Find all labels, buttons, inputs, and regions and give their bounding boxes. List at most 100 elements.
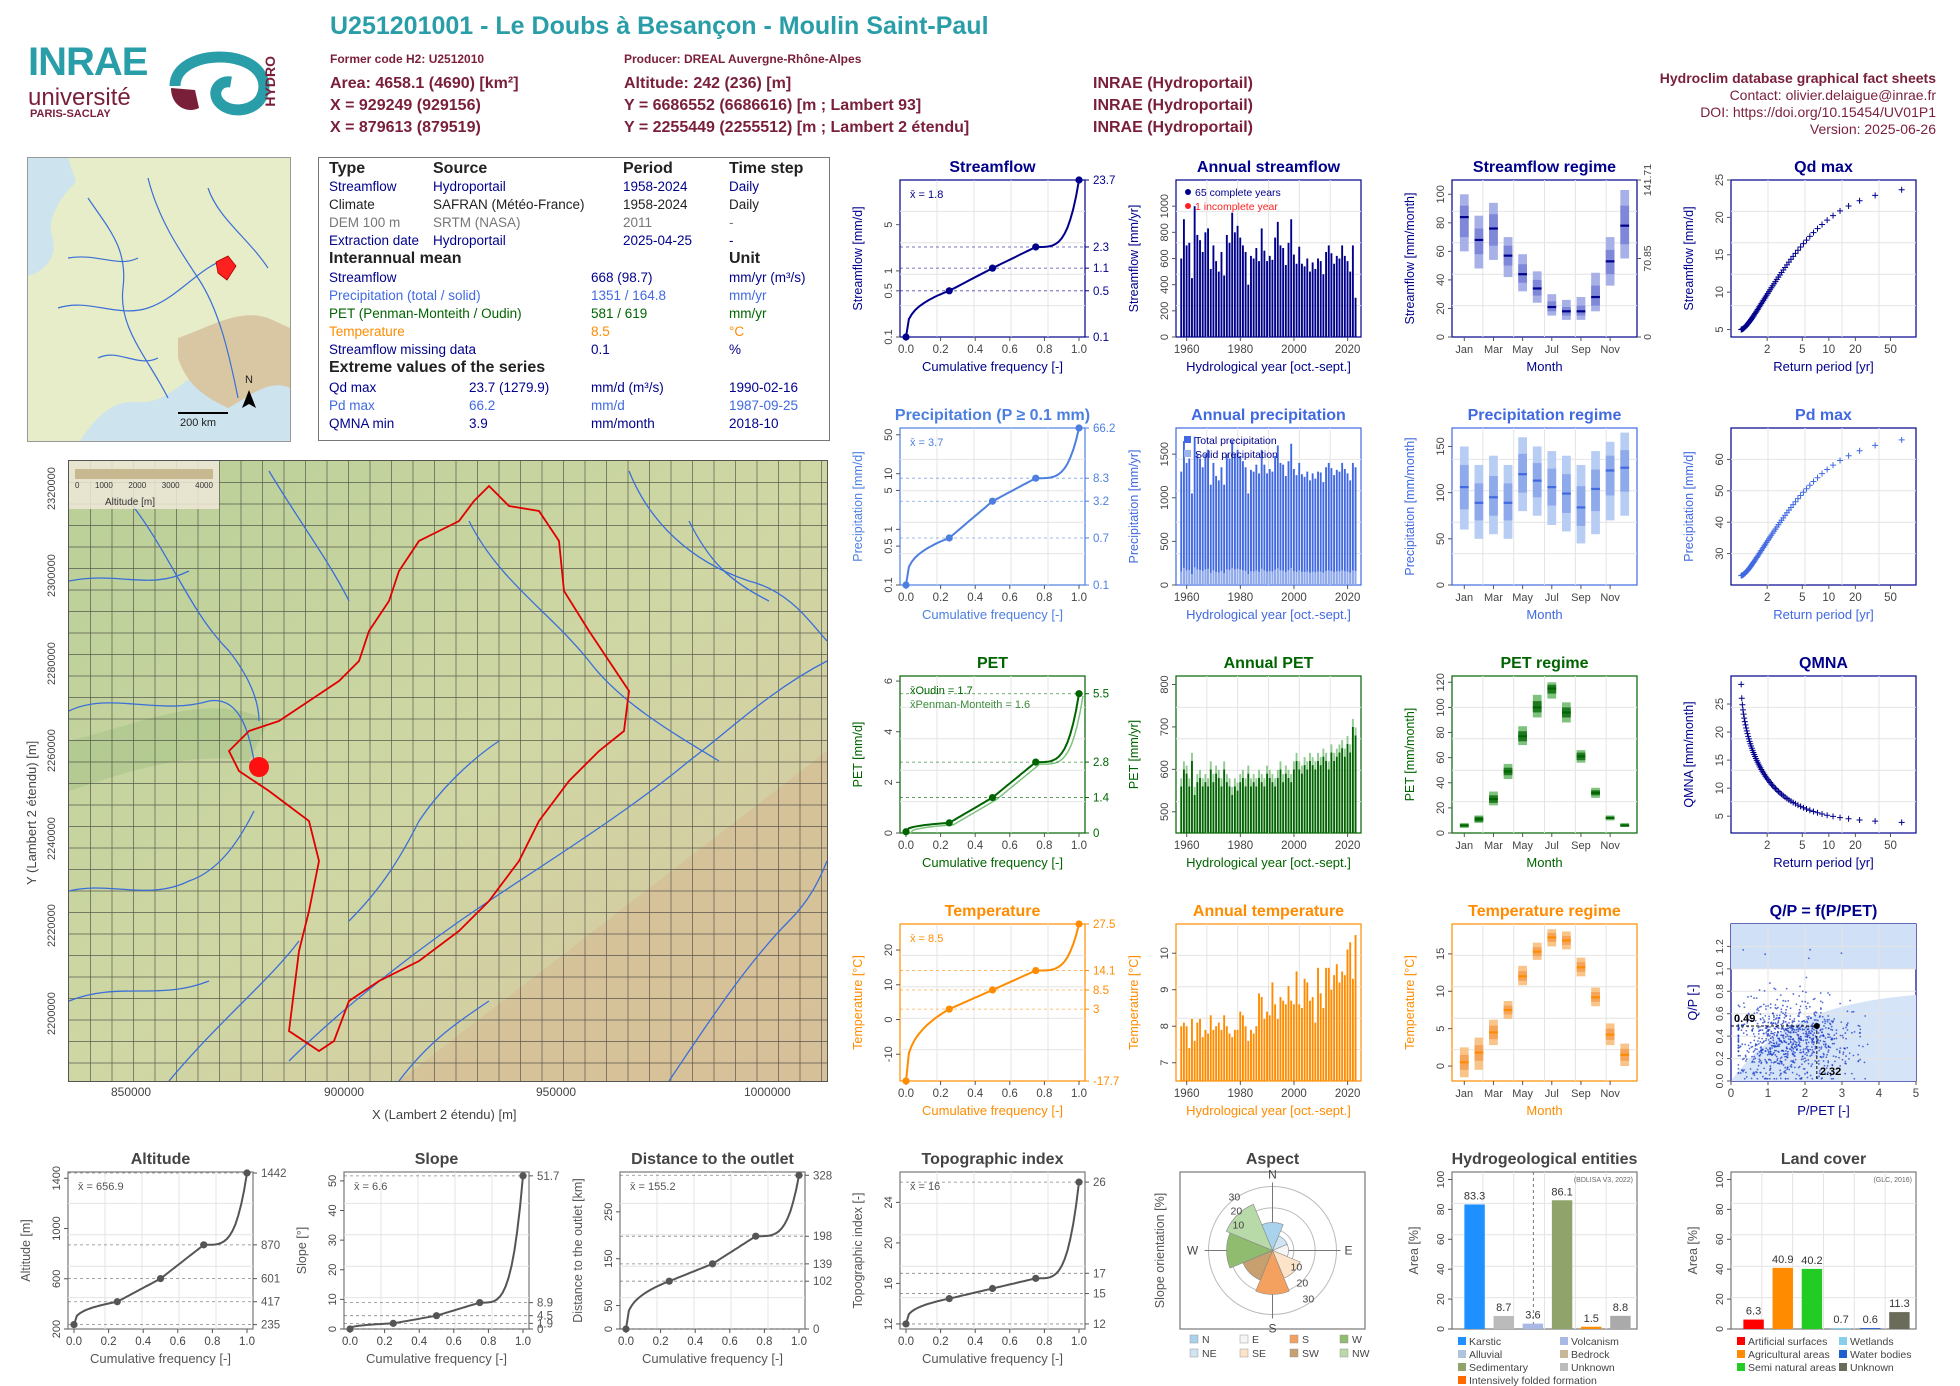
qp-point: [1758, 1029, 1761, 1032]
plot-frame: [67, 1171, 254, 1330]
mean-pet-value: 581 / 619: [591, 306, 648, 321]
annual-bar: [1225, 782, 1228, 833]
y-axis-label: Streamflow [mm/d]: [1682, 206, 1696, 310]
x-tick-label: 2: [1764, 344, 1770, 356]
qp-point: [1828, 1046, 1830, 1049]
annual-bar: [1346, 261, 1349, 337]
annual-bar-secondary: [1241, 769, 1244, 778]
annual-bar: [1260, 997, 1263, 1081]
annual-bar: [1309, 480, 1311, 585]
annual-bar: [1258, 473, 1260, 585]
pdmax-date: 1987-09-25: [729, 398, 799, 413]
qp-point: [1793, 1018, 1796, 1020]
qp-point: [1814, 1046, 1817, 1049]
y-axis-label: Precipitation [mm/month]: [1403, 437, 1417, 575]
qp-point: [1783, 1039, 1785, 1042]
qp-point: [1789, 1038, 1792, 1041]
qp-point: [1772, 1039, 1775, 1042]
annual-bar: [1341, 748, 1344, 833]
qp-point: [1759, 1046, 1762, 1049]
qp-point: [1773, 1016, 1775, 1019]
category-bar: [1522, 1323, 1544, 1329]
qp-point: [1805, 1007, 1808, 1010]
y-tick-label: 20: [883, 1237, 895, 1249]
quantile-label: 17: [1093, 1268, 1106, 1280]
x-tick-label: Nov: [1600, 1088, 1620, 1100]
qp-point: [1789, 1015, 1792, 1017]
annual-bar: [1199, 240, 1201, 337]
qp-point: [1807, 1032, 1810, 1035]
annual-bar-secondary: [1217, 769, 1220, 778]
qp-point: [1842, 1053, 1845, 1056]
qp-point: [1813, 1041, 1815, 1044]
qp-point: [1800, 1058, 1803, 1061]
qp-point: [1805, 976, 1808, 979]
legend-tick: 4000: [195, 481, 213, 490]
qp-point: [1769, 1053, 1772, 1056]
y-tick-label: 0.5: [883, 283, 895, 298]
y-tick-label: 10: [1435, 985, 1447, 997]
annual-bar-secondary: [1311, 571, 1314, 585]
annual-bar: [1182, 769, 1185, 833]
qp-point: [1825, 1056, 1828, 1059]
qp-point: [1824, 1037, 1827, 1040]
annual-bar-secondary: [1193, 567, 1196, 585]
annual-bar: [1258, 261, 1260, 337]
category-bar: [1889, 1312, 1910, 1329]
source-extraction: Hydroportail: [433, 233, 506, 248]
qp-point: [1821, 1031, 1824, 1034]
y-tick-label: 50: [883, 429, 895, 441]
qp-point: [1756, 1068, 1759, 1071]
annual-bar: [1268, 777, 1271, 833]
qp-point: [1763, 1020, 1766, 1023]
category-bar: [1610, 1315, 1631, 1329]
pdmax-unit: mm/d: [591, 398, 625, 413]
bar-value-label: 11.3: [1889, 1298, 1910, 1310]
return-period-point: [1800, 489, 1807, 496]
annual-bar-secondary: [1260, 774, 1263, 783]
qp-point: [1785, 1055, 1788, 1058]
qp-point: [1784, 1066, 1787, 1069]
qp-point: [1764, 953, 1767, 956]
qp-point: [1832, 1020, 1835, 1022]
annual-bar-secondary: [1266, 571, 1268, 585]
legend-marker: [1184, 450, 1191, 457]
quantile-point: [945, 1295, 953, 1303]
quantile-point: [708, 1260, 717, 1268]
annual-bar-secondary: [1290, 774, 1293, 783]
qp-point: [1765, 1005, 1767, 1008]
qp-point: [1773, 1051, 1775, 1054]
y-tick-label: 10: [1714, 782, 1726, 794]
annual-bar: [1191, 1018, 1193, 1081]
x-tick-label: 0.2: [933, 840, 949, 852]
x-tick-label: Jan: [1455, 1088, 1473, 1100]
mean-label: x̄ = 656.9: [78, 1181, 124, 1193]
annual-bar: [1282, 782, 1285, 833]
qp-point: [1797, 1020, 1800, 1023]
chart-title: Slope: [415, 1151, 459, 1168]
qp-point: [1830, 1028, 1832, 1031]
annual-bar: [1271, 471, 1274, 585]
annual-bar: [1188, 242, 1191, 337]
qp-point: [1804, 1039, 1807, 1041]
qp-point: [1853, 1030, 1856, 1033]
annual-bar-secondary: [1292, 571, 1295, 585]
regime-box-inner: [1605, 455, 1615, 496]
qp-point: [1763, 1077, 1766, 1080]
qp-point: [1810, 1029, 1813, 1032]
qp-point: [1766, 1048, 1769, 1051]
quantile-label: 870: [261, 1240, 280, 1252]
qp-point: [1759, 1071, 1762, 1074]
qp-point: [1838, 1056, 1840, 1059]
annual-bar: [1338, 982, 1341, 1081]
qp-point: [1737, 1016, 1740, 1019]
qp-point: [1805, 1032, 1808, 1034]
annual-bar: [1239, 782, 1242, 833]
chart-title: Temperature: [945, 903, 1041, 920]
qp-point: [1839, 1047, 1842, 1050]
annual-bar-secondary: [1319, 571, 1322, 585]
qp-point: [1740, 1024, 1743, 1026]
annual-bar-secondary: [1220, 778, 1223, 787]
qp-point: [1770, 1044, 1773, 1047]
annual-bar-secondary: [1346, 571, 1349, 585]
